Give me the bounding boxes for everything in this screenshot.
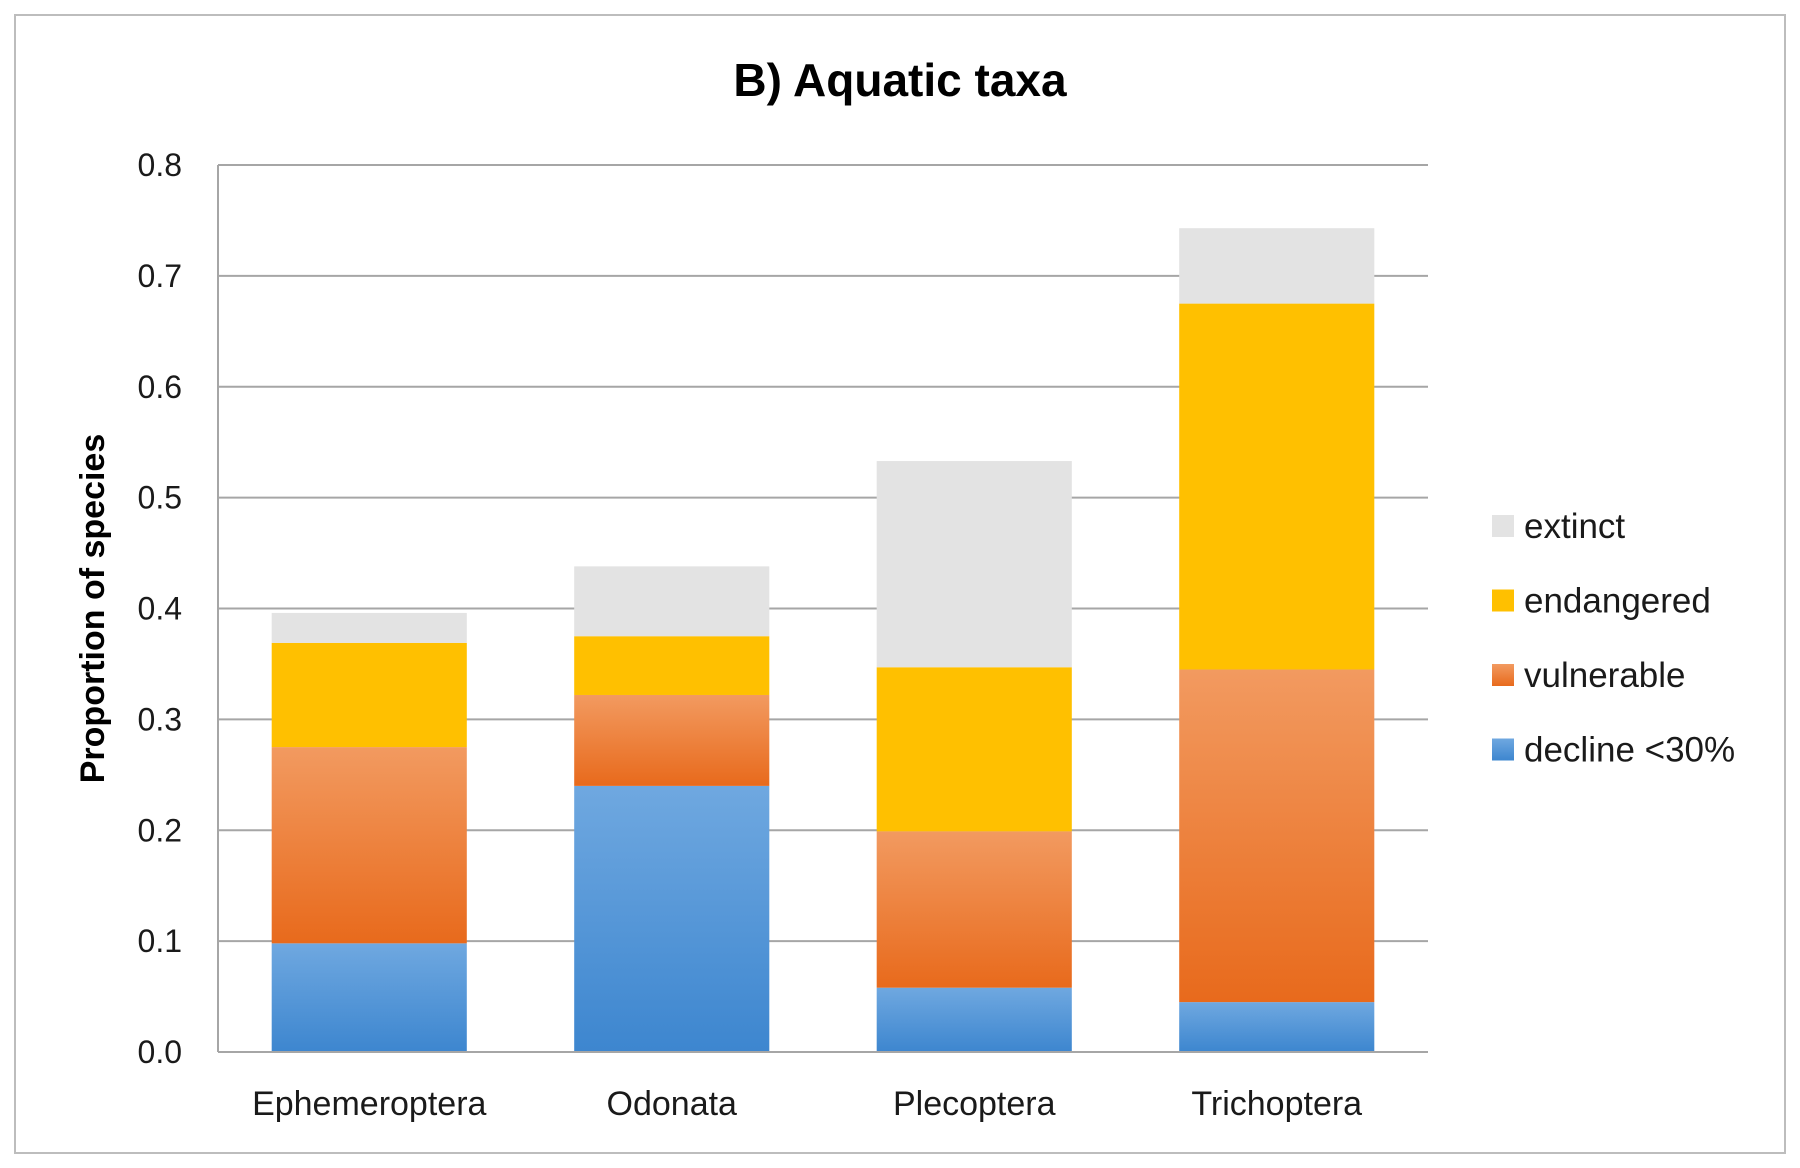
bar-odonata-endangered bbox=[574, 636, 770, 695]
y-tick-label: 0.4 bbox=[138, 591, 182, 627]
x-tick-label-trichoptera: Trichoptera bbox=[1191, 1085, 1362, 1123]
bar-plecoptera-extinct bbox=[876, 461, 1072, 668]
bar-trichoptera-endangered bbox=[1179, 303, 1375, 670]
x-tick-label-ephemeroptera: Ephemeroptera bbox=[252, 1085, 486, 1123]
x-tick-labels: Ephemeroptera Odonata Plecoptera Trichopter… bbox=[252, 1085, 1362, 1123]
legend-swatch-vulnerable bbox=[1492, 664, 1514, 686]
x-tick-label-plecoptera: Plecoptera bbox=[893, 1085, 1056, 1123]
y-tick-label: 0.3 bbox=[138, 701, 182, 737]
bar-ephemeroptera-decline-30 bbox=[271, 943, 467, 1052]
legend-label-extinct: extinct bbox=[1524, 507, 1625, 546]
bar-trichoptera-vulnerable bbox=[1179, 669, 1375, 1003]
bar-odonata-vulnerable bbox=[574, 694, 770, 786]
bar-odonata-decline-30 bbox=[574, 785, 770, 1052]
x-tick-label-odonata: Odonata bbox=[607, 1085, 738, 1123]
chart-title: B) Aquatic taxa bbox=[733, 54, 1067, 106]
legend-swatch-endangered bbox=[1492, 589, 1514, 612]
bar-ephemeroptera-vulnerable bbox=[271, 747, 467, 944]
legend-swatch-extinct bbox=[1492, 515, 1514, 537]
y-tick-label: 0.5 bbox=[138, 480, 182, 516]
legend-swatch-decline-30 bbox=[1492, 738, 1514, 761]
bar-ephemeroptera-endangered bbox=[271, 642, 467, 748]
y-tick-label: 0.6 bbox=[138, 369, 182, 405]
y-tick-label: 0.2 bbox=[138, 812, 182, 848]
legend-label-decline-30: decline <30% bbox=[1524, 731, 1735, 770]
y-axis-label: Proportion of species bbox=[74, 434, 112, 784]
y-tick-label: 0.1 bbox=[138, 923, 182, 959]
y-tick-label: 0.7 bbox=[138, 258, 182, 294]
legend-label-vulnerable: vulnerable bbox=[1524, 656, 1686, 695]
legend-label-endangered: endangered bbox=[1524, 582, 1711, 621]
legend: extinct endangered vulnerable decline <30% bbox=[1492, 507, 1735, 770]
bar-plecoptera-vulnerable bbox=[876, 831, 1072, 988]
bar-trichoptera-decline-30 bbox=[1179, 1002, 1375, 1052]
bars bbox=[271, 228, 1375, 1052]
bar-odonata-extinct bbox=[574, 566, 770, 637]
bar-trichoptera-extinct bbox=[1179, 228, 1375, 304]
bar-ephemeroptera-extinct bbox=[271, 612, 467, 643]
y-tick-labels: 0.0 0.1 0.2 0.3 0.4 0.5 0.6 0.7 0.8 bbox=[138, 147, 182, 1070]
bar-plecoptera-decline-30 bbox=[876, 987, 1072, 1052]
y-tick-label: 0.0 bbox=[138, 1034, 182, 1070]
y-tick-label: 0.8 bbox=[138, 147, 182, 183]
axes bbox=[217, 165, 1428, 1053]
bar-plecoptera-endangered bbox=[876, 667, 1072, 832]
